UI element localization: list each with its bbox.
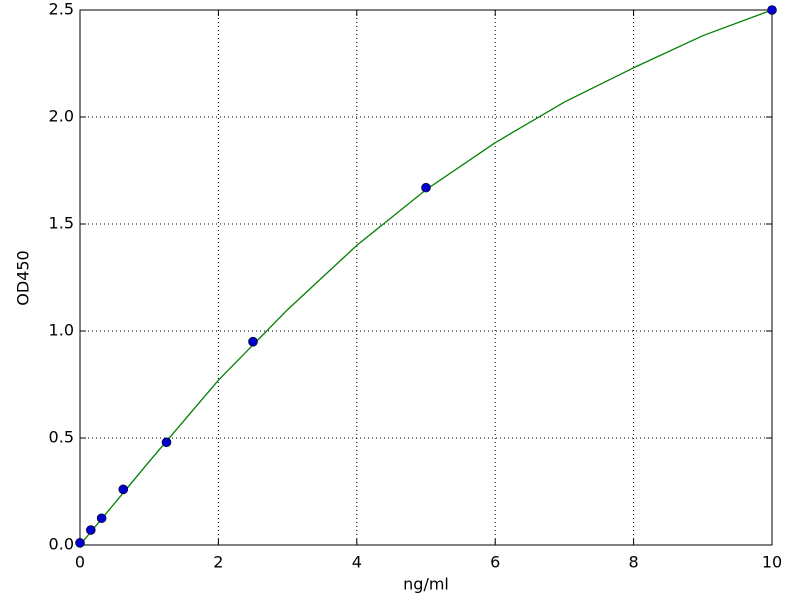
data-point <box>85 525 96 535</box>
data-point <box>118 484 129 495</box>
x-tick-label: 10 <box>762 553 782 572</box>
data-point <box>767 5 777 15</box>
y-tick-label: 0.0 <box>49 535 74 554</box>
fit-curve <box>79 9 773 546</box>
y-tick-label: 2.5 <box>49 0 74 19</box>
x-axis-label: ng/ml <box>403 575 449 594</box>
data-point <box>75 538 85 548</box>
x-tick-label: 6 <box>490 553 500 572</box>
y-tick-label: 0.5 <box>49 428 74 447</box>
x-tick-label: 2 <box>213 553 223 572</box>
y-tick-label: 2.0 <box>49 107 74 126</box>
x-tick-label: 4 <box>352 553 362 572</box>
y-tick-label: 1.5 <box>49 214 74 233</box>
data-point <box>161 437 172 448</box>
y-axis-label: OD450 <box>14 250 33 305</box>
x-tick-label: 8 <box>629 553 639 572</box>
plot-frame <box>79 9 773 546</box>
y-tick-label: 1.0 <box>49 321 74 340</box>
data-point <box>248 336 258 347</box>
data-point <box>421 182 431 193</box>
x-tick-label: 0 <box>75 553 85 572</box>
data-point <box>96 513 107 524</box>
